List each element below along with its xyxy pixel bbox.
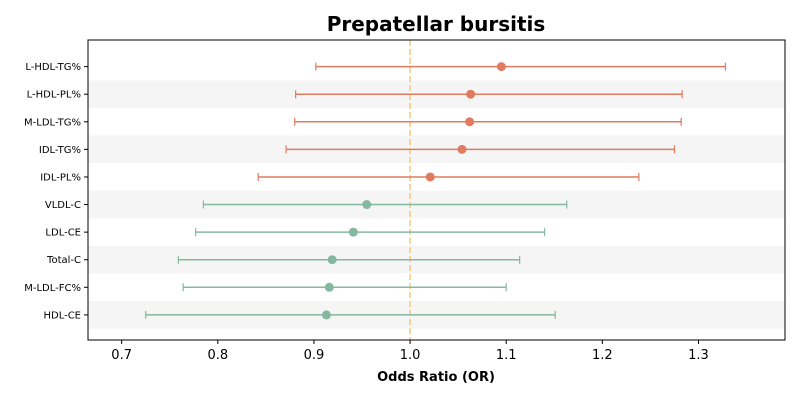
point-estimates bbox=[321, 62, 506, 320]
y-tick-label: M-LDL-FC% bbox=[24, 283, 81, 294]
or-point bbox=[457, 144, 467, 154]
or-point bbox=[324, 282, 334, 292]
x-axis-label: Odds Ratio (OR) bbox=[377, 370, 495, 385]
x-axis-ticks: 0.7 0.8 0.9 1.0 1.1 1.2 1.3 bbox=[111, 340, 709, 363]
y-tick-label: IDL-PL% bbox=[40, 172, 81, 183]
x-tick-label: 1.0 bbox=[400, 348, 421, 363]
or-point bbox=[465, 117, 475, 127]
or-point bbox=[496, 62, 506, 72]
x-tick-label: 1.1 bbox=[496, 348, 517, 363]
confidence-intervals bbox=[145, 62, 726, 319]
or-point bbox=[321, 310, 331, 320]
x-tick-label: 0.9 bbox=[304, 348, 325, 363]
y-tick-label: LDL-CE bbox=[45, 228, 81, 239]
or-point bbox=[348, 227, 358, 237]
x-tick-label: 0.7 bbox=[111, 348, 132, 363]
y-tick-label: M-LDL-TG% bbox=[24, 117, 81, 128]
y-tick-label: HDL-CE bbox=[43, 310, 81, 321]
y-axis-ticks: L-HDL-TG% L-HDL-PL% M-LDL-TG% IDL-TG% IDL-PL… bbox=[24, 62, 88, 321]
plot-frame bbox=[87, 39, 786, 341]
or-point bbox=[327, 255, 337, 265]
y-tick-label: L-HDL-TG% bbox=[25, 62, 81, 73]
x-tick-label: 1.3 bbox=[688, 348, 709, 363]
y-tick-label: Total-C bbox=[46, 255, 81, 266]
y-tick-label: IDL-TG% bbox=[39, 145, 81, 156]
or-point bbox=[362, 200, 372, 210]
y-tick-label: L-HDL-PL% bbox=[27, 90, 81, 101]
y-tick-label: VLDL-C bbox=[45, 200, 81, 211]
or-point bbox=[425, 172, 435, 182]
x-tick-label: 1.2 bbox=[592, 348, 613, 363]
or-point bbox=[466, 89, 476, 99]
chart-title: Prepatellar bursitis bbox=[327, 12, 546, 36]
x-tick-label: 0.8 bbox=[207, 348, 228, 363]
